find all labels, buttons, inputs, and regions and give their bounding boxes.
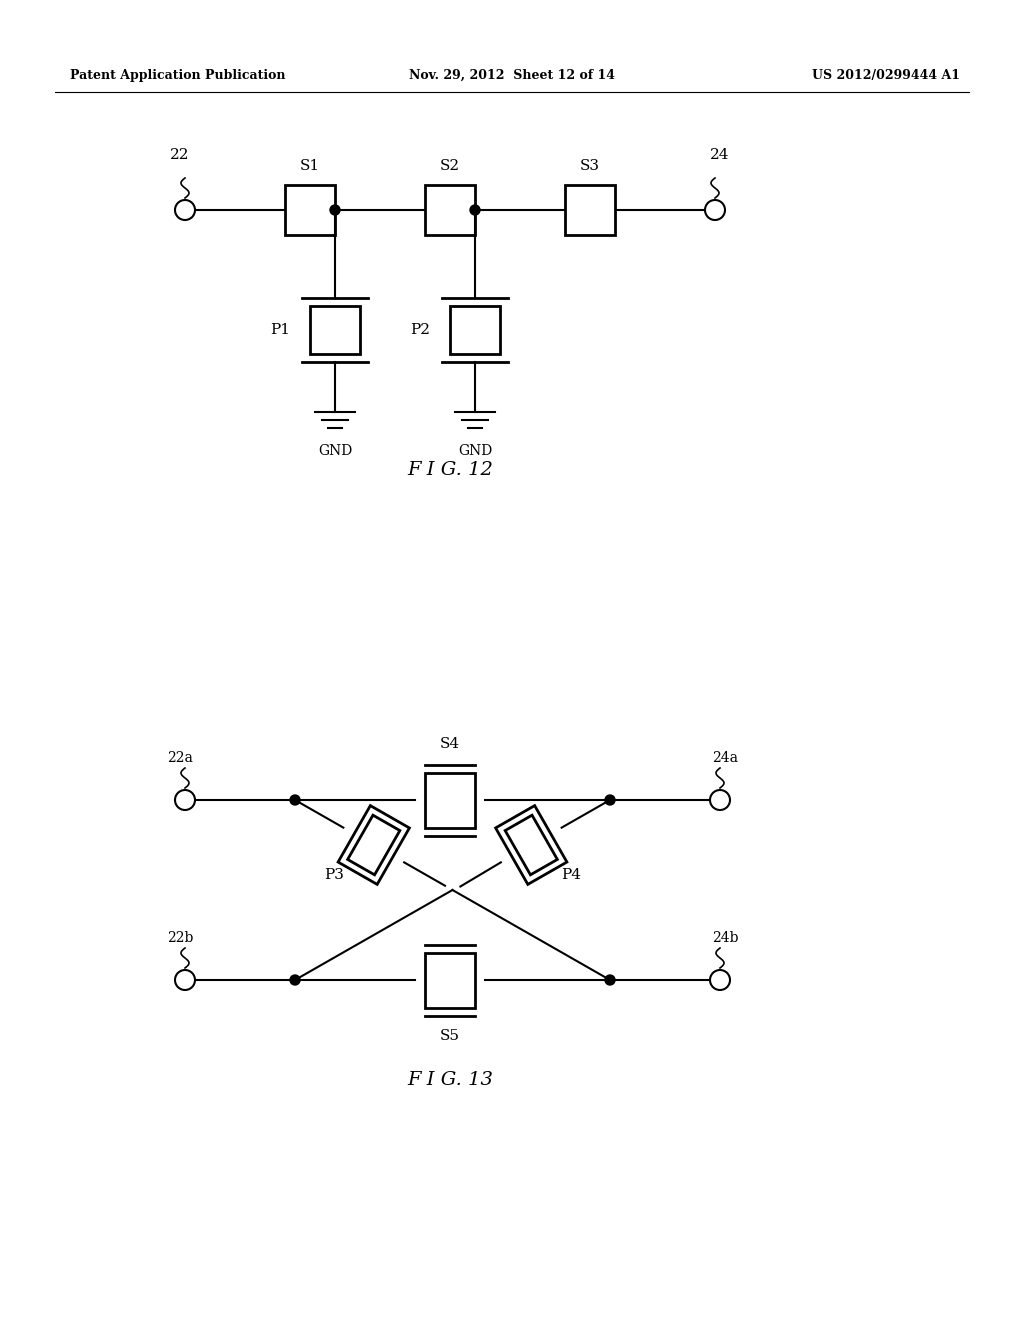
- Polygon shape: [338, 805, 410, 884]
- Circle shape: [470, 205, 480, 215]
- Circle shape: [175, 789, 195, 810]
- Text: 24a: 24a: [712, 751, 738, 766]
- Text: Nov. 29, 2012  Sheet 12 of 14: Nov. 29, 2012 Sheet 12 of 14: [409, 69, 615, 82]
- Bar: [285, 185, 335, 235]
- Circle shape: [330, 205, 340, 215]
- Text: 22: 22: [170, 148, 189, 162]
- Text: F I G. 13: F I G. 13: [408, 1071, 493, 1089]
- Text: P4: P4: [561, 869, 582, 882]
- Text: 22b: 22b: [167, 931, 194, 945]
- Bar: [425, 953, 475, 1007]
- Circle shape: [705, 201, 725, 220]
- Circle shape: [605, 795, 615, 805]
- Bar: [565, 185, 615, 235]
- Polygon shape: [347, 816, 399, 875]
- Circle shape: [605, 975, 615, 985]
- Text: F I G. 12: F I G. 12: [408, 461, 493, 479]
- Text: S1: S1: [300, 158, 321, 173]
- Bar: [310, 306, 360, 354]
- Circle shape: [175, 970, 195, 990]
- Text: 24b: 24b: [712, 931, 738, 945]
- Text: GND: GND: [458, 444, 493, 458]
- Circle shape: [290, 795, 300, 805]
- Text: GND: GND: [317, 444, 352, 458]
- Circle shape: [710, 789, 730, 810]
- Polygon shape: [496, 805, 567, 884]
- Text: 24: 24: [711, 148, 730, 162]
- Text: S5: S5: [440, 1030, 460, 1043]
- Bar: [425, 772, 475, 828]
- Circle shape: [710, 970, 730, 990]
- Polygon shape: [505, 816, 557, 875]
- Circle shape: [175, 201, 195, 220]
- Text: S4: S4: [440, 737, 460, 751]
- Text: P3: P3: [324, 869, 344, 882]
- Bar: [450, 306, 500, 354]
- Text: Patent Application Publication: Patent Application Publication: [70, 69, 286, 82]
- Bar: [425, 185, 475, 235]
- Text: P1: P1: [270, 323, 290, 337]
- Text: S3: S3: [580, 158, 600, 173]
- Circle shape: [445, 883, 460, 898]
- Text: S2: S2: [440, 158, 460, 173]
- Text: US 2012/0299444 A1: US 2012/0299444 A1: [812, 69, 961, 82]
- Text: P2: P2: [410, 323, 430, 337]
- Text: 22a: 22a: [167, 751, 193, 766]
- Circle shape: [290, 975, 300, 985]
